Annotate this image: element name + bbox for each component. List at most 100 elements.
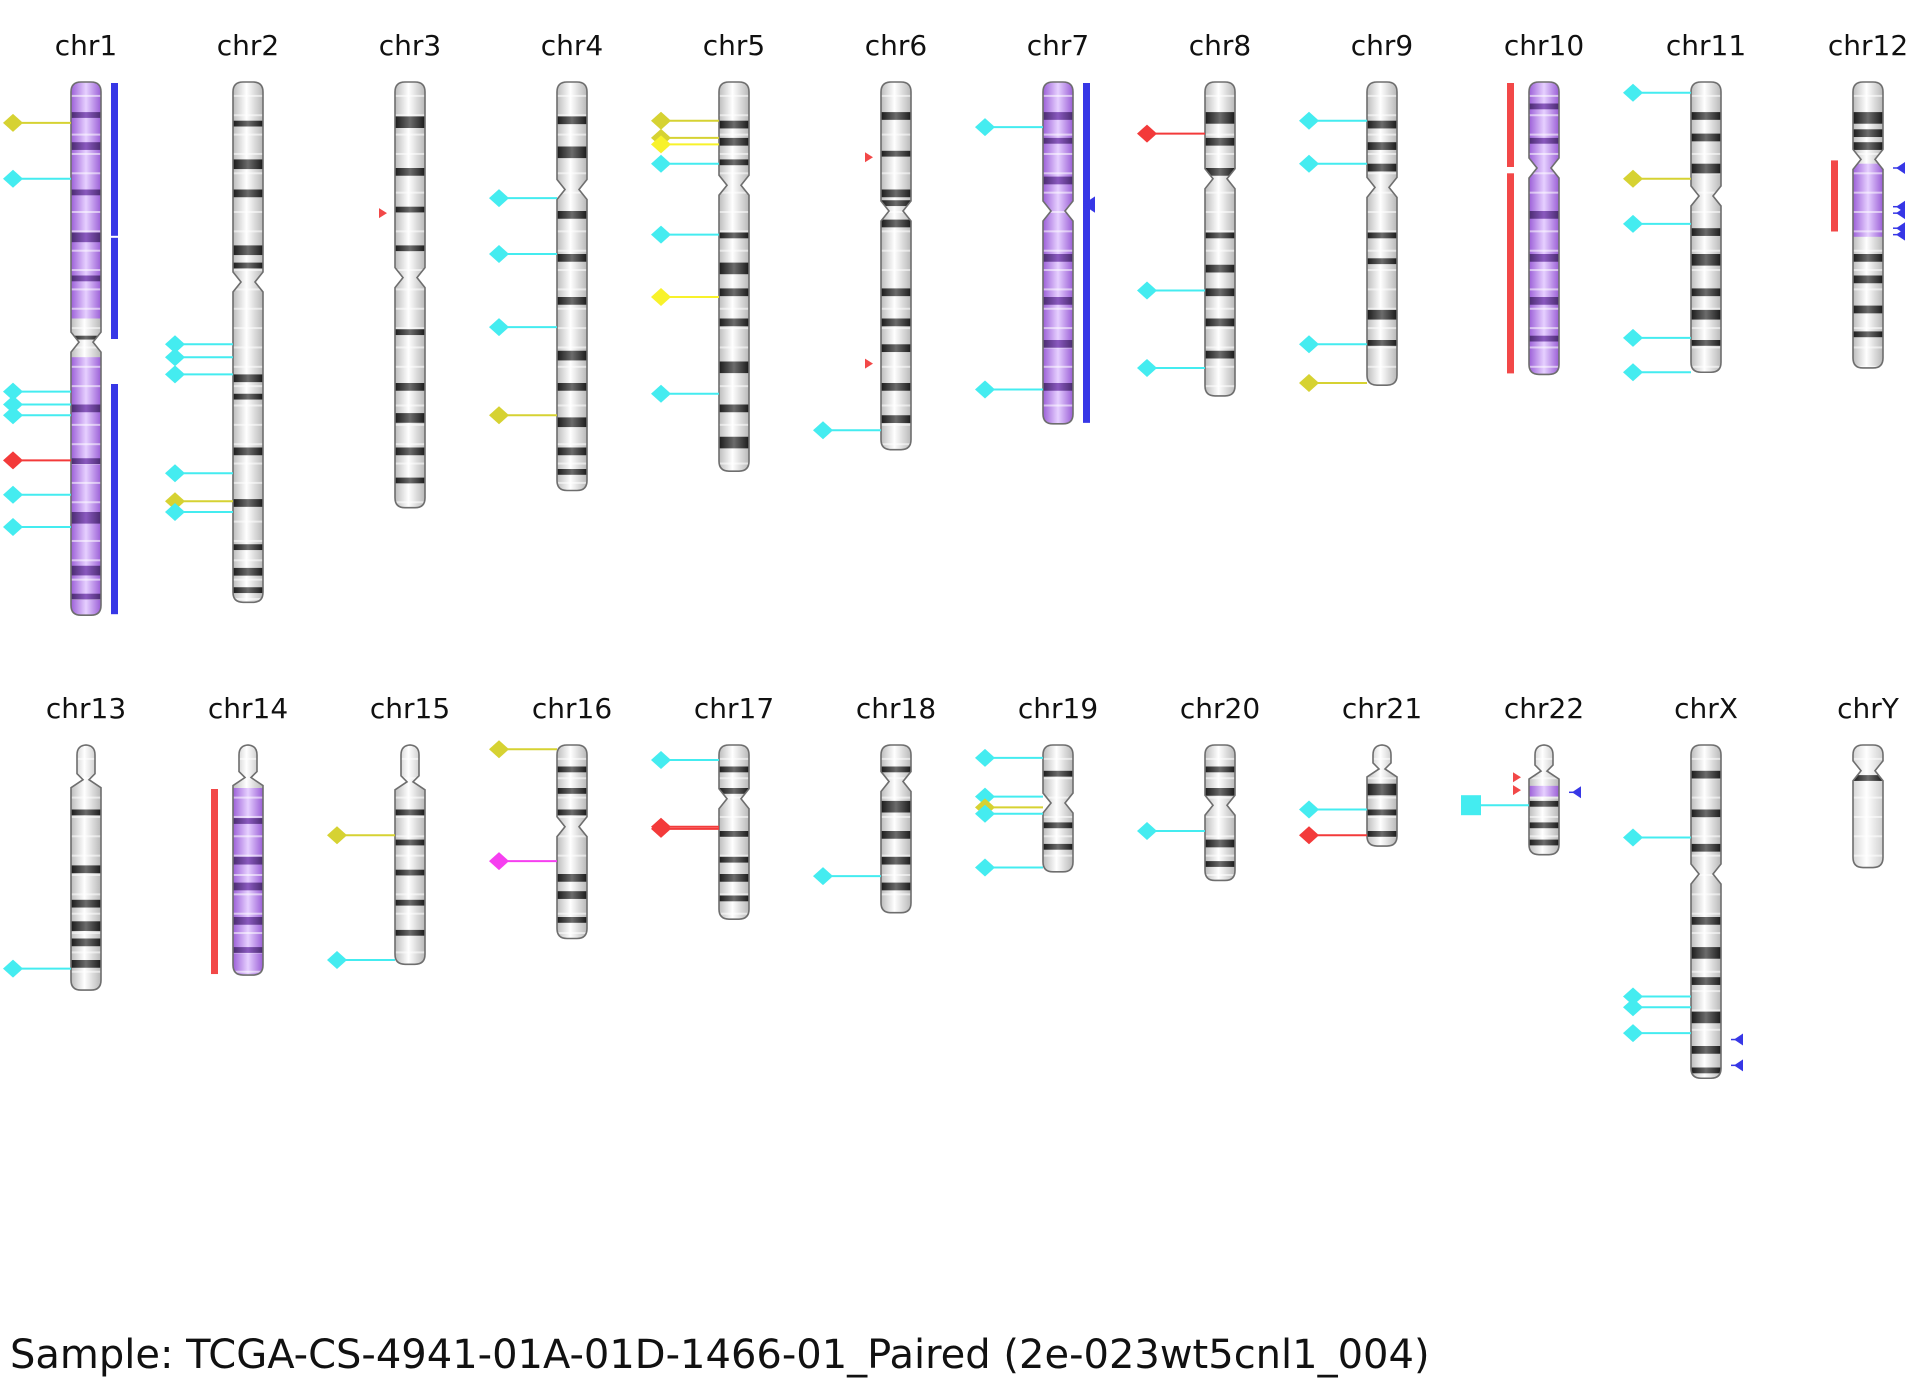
cytoband	[71, 809, 101, 816]
sample-caption: Sample: TCGA-CS-4941-01A-01D-1466-01_Pai…	[10, 1332, 1430, 1378]
cytoband	[395, 929, 425, 936]
chromosome-body	[1691, 82, 1721, 373]
cytoband	[1367, 232, 1397, 239]
purple-region	[1853, 163, 1883, 237]
cytoband	[1205, 788, 1235, 796]
chromosome-chr12: chr12	[1828, 29, 1908, 369]
variant-marker	[651, 819, 671, 838]
cytoband	[1691, 340, 1721, 346]
chromosome-label: chr5	[703, 29, 765, 62]
cytoband	[71, 458, 101, 465]
cytoband	[233, 917, 263, 925]
cytoband	[71, 404, 101, 413]
cytoband	[233, 120, 263, 127]
variant-marker	[1299, 800, 1319, 819]
cytoband	[1691, 163, 1721, 174]
variant-marker	[651, 135, 671, 154]
cytoband	[719, 404, 749, 413]
chromosome-outline	[1042, 744, 1074, 873]
breakpoint-triangle	[1513, 772, 1521, 783]
cytoband	[1205, 137, 1235, 146]
cytoband	[1691, 228, 1721, 236]
chromosome-chr21: chr21	[1299, 692, 1422, 847]
chromosome-outline	[718, 744, 750, 920]
cytoband	[1529, 297, 1559, 305]
cytoband	[557, 350, 587, 361]
chromosome-body	[1367, 82, 1397, 386]
variant-marker	[1623, 214, 1643, 233]
cytoband	[233, 245, 263, 256]
cytoband	[1691, 112, 1721, 120]
chromosome-label: chr20	[1180, 692, 1260, 725]
variant-marker	[165, 348, 185, 367]
chromosome-label: chr9	[1351, 29, 1413, 62]
chromosome-label: chr10	[1504, 29, 1584, 62]
chromosome-outline	[232, 744, 264, 976]
chromosome-label: chr14	[208, 692, 288, 725]
variant-marker	[1299, 111, 1319, 130]
cytoband	[395, 809, 425, 816]
cytoband	[557, 116, 587, 125]
cytoband	[1529, 800, 1559, 807]
cytoband	[1367, 831, 1397, 837]
cytoband	[1205, 861, 1235, 867]
cytoband	[233, 818, 263, 824]
chromosome-body	[881, 745, 911, 913]
copy-number-segment	[211, 789, 218, 975]
chromosome-label: chr4	[541, 29, 603, 62]
cytoband	[233, 262, 263, 269]
variant-marker	[165, 464, 185, 483]
cytoband	[1691, 1067, 1721, 1074]
variant-marker	[489, 245, 509, 263]
cytoband	[881, 856, 911, 865]
chromosome-label: chr11	[1666, 29, 1746, 62]
variant-marker	[813, 867, 833, 886]
cytoband	[881, 344, 911, 353]
breakpoint-triangle	[379, 208, 387, 219]
cytoband	[719, 318, 749, 327]
cytoband	[557, 788, 587, 794]
variant-marker	[489, 406, 509, 425]
cytoband	[1205, 264, 1235, 273]
variant-marker	[651, 111, 671, 130]
deletion-triangle	[1896, 207, 1905, 220]
cytoband	[557, 917, 587, 923]
cytoband	[395, 116, 425, 129]
cytoband	[1367, 142, 1397, 150]
cytoband	[719, 788, 749, 794]
breakpoint-triangle	[865, 152, 873, 163]
chromosome-label: chr22	[1504, 692, 1584, 725]
cytoband	[1529, 103, 1559, 110]
chromosome-label: chr13	[46, 692, 126, 725]
cytoband	[233, 544, 263, 551]
cytoband	[233, 189, 263, 198]
chromosome-outline	[880, 81, 912, 451]
variant-marker	[1623, 1024, 1643, 1043]
cytoband	[395, 869, 425, 876]
cytoband	[557, 874, 587, 882]
chromosome-chr14: chr14	[208, 692, 288, 976]
chromosome-outline	[880, 744, 912, 914]
cytoband	[719, 856, 749, 863]
variant-marker	[651, 751, 671, 770]
chromosome-body	[71, 745, 101, 991]
cytoband	[71, 565, 101, 576]
chromosome-chr5: chr5	[651, 29, 765, 472]
cytoband	[557, 447, 587, 456]
cytoband	[395, 206, 425, 213]
variant-marker	[165, 365, 185, 384]
cytoband	[1043, 383, 1073, 391]
variant-marker	[651, 384, 671, 403]
purple-region	[1529, 82, 1559, 375]
cytoband	[71, 112, 101, 118]
chromosome-label: chr21	[1342, 692, 1422, 725]
cytoband	[395, 245, 425, 252]
variant-marker	[489, 189, 509, 208]
chromosome-outline	[1852, 744, 1884, 869]
cytoband	[71, 275, 101, 282]
copy-number-segment	[1831, 160, 1838, 232]
cytoband	[1205, 318, 1235, 327]
purple-region	[1529, 785, 1559, 797]
variant-marker	[651, 154, 671, 173]
cytoband	[233, 447, 263, 456]
